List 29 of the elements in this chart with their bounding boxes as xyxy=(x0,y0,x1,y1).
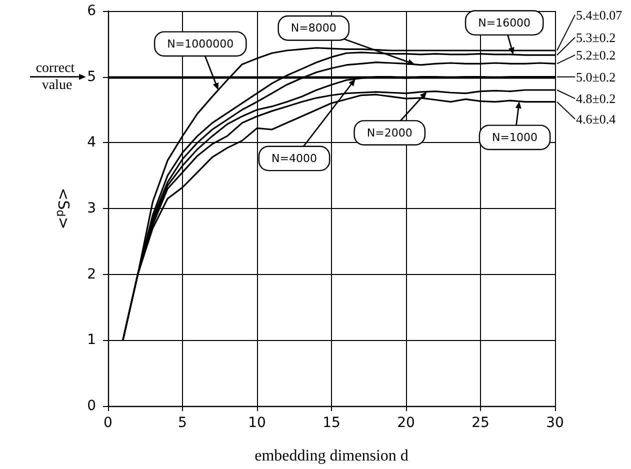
y-tick-label: 2 xyxy=(87,266,96,282)
y-tick-label: 4 xyxy=(87,134,96,151)
text: N=8000 xyxy=(290,22,336,35)
x-tick-label: 5 xyxy=(178,415,187,431)
text: N=1000 xyxy=(492,130,538,144)
y-tick-label: 3 xyxy=(87,200,96,216)
text: 4.6±0.4 xyxy=(576,111,616,126)
x-tick-label: 0 xyxy=(104,415,112,431)
x-tick-label: 20 xyxy=(397,415,415,431)
y-tick-label: 5 xyxy=(87,68,96,85)
text: 5.0±0.2 xyxy=(576,69,616,84)
y-tick-label: 1 xyxy=(87,332,96,348)
y-axis-title: <Sd> xyxy=(54,188,72,230)
text: N=2000 xyxy=(366,126,412,140)
x-tick-label: 10 xyxy=(248,415,266,431)
text: 5.2±0.2 xyxy=(576,48,616,63)
y-tick-label: 6 xyxy=(87,3,96,19)
series-label: N=1000000 xyxy=(167,37,234,50)
text: N=16000 xyxy=(478,16,531,30)
ref-line-label: correct value xyxy=(36,60,78,93)
y-tick-label: 0 xyxy=(87,398,96,414)
x-axis-title: embedding dimension d xyxy=(254,448,408,464)
text: 5.4±0.07 xyxy=(576,7,623,22)
x-tick-label: 30 xyxy=(546,415,564,431)
text: N=4000 xyxy=(272,152,317,165)
text: 4.8±0.2 xyxy=(576,91,616,106)
text: 5.3±0.2 xyxy=(576,30,616,45)
x-tick-label: 25 xyxy=(472,415,490,431)
x-tick-label: 15 xyxy=(322,415,340,431)
